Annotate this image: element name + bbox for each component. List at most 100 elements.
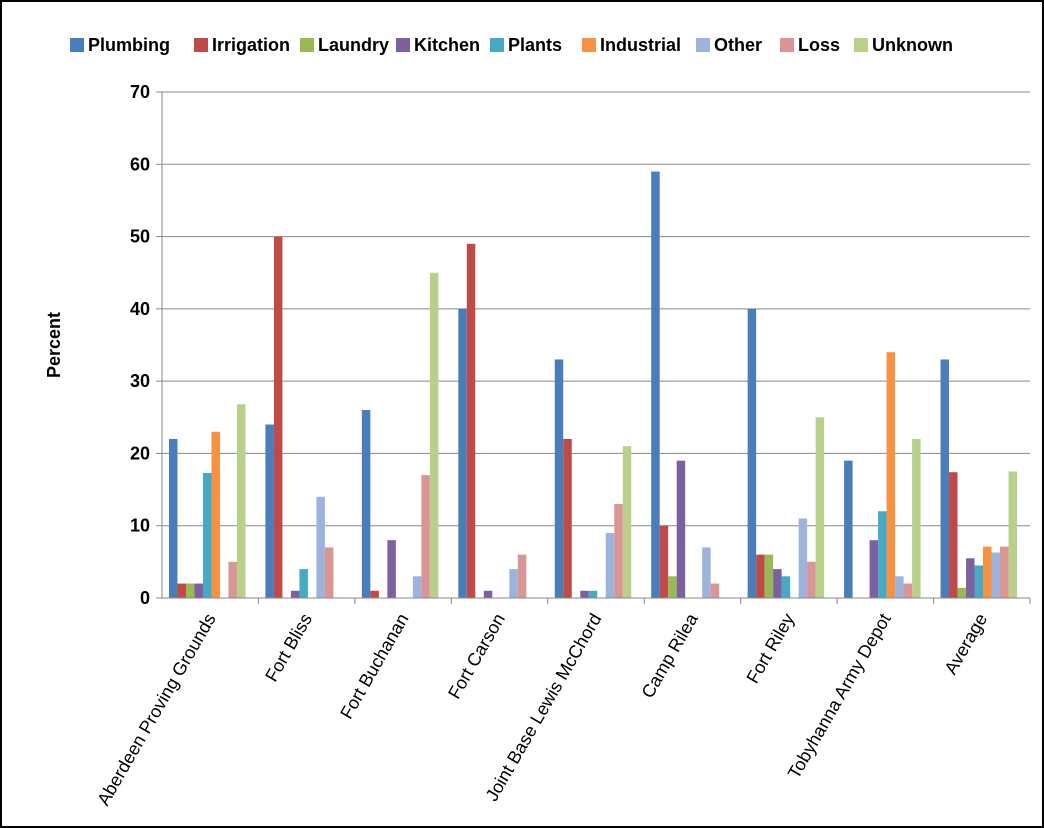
x-tick-label: Fort Buchanan <box>336 610 412 722</box>
bar-plumbing <box>844 460 853 598</box>
bar-industrial <box>983 546 992 598</box>
gridlines <box>162 91 1030 527</box>
legend-label-other: Other <box>714 35 762 55</box>
bar-loss <box>517 554 527 598</box>
bars <box>168 171 1018 599</box>
bar-plumbing <box>940 359 950 598</box>
bar-irrigation <box>949 472 958 598</box>
legend-swatch-plants <box>490 38 504 52</box>
bar-loss <box>710 583 720 598</box>
bar-plumbing <box>361 410 371 598</box>
bar-plumbing <box>554 359 564 598</box>
bar-other <box>991 552 1001 598</box>
legend-label-plants: Plants <box>508 35 562 55</box>
x-tick-label: Average <box>941 610 992 678</box>
bar-plants <box>588 590 598 598</box>
legend-swatch-laundry <box>300 38 314 52</box>
legend-swatch-industrial <box>582 38 596 52</box>
bar-loss <box>421 475 430 598</box>
bar-other <box>702 547 711 598</box>
legend-label-irrigation: Irrigation <box>212 35 290 55</box>
bar-other <box>895 576 904 598</box>
x-tick-label: Fort Bliss <box>261 610 316 685</box>
legend-swatch-irrigation <box>194 38 208 52</box>
bar-irrigation <box>659 525 669 598</box>
y-tick-label: 40 <box>130 299 150 319</box>
bar-kitchen <box>773 569 782 598</box>
x-tick-labels: Aberdeen Proving Grounds Fort Bliss Fort B… <box>93 609 991 809</box>
bar-unknown <box>815 417 825 598</box>
legend-swatch-unknown <box>854 38 868 52</box>
bar-plumbing <box>168 438 178 598</box>
y-tick-labels: 0 10 20 30 40 50 60 70 <box>130 82 150 608</box>
bar-other <box>798 518 808 598</box>
x-tick-label: Fort Riley <box>743 610 799 687</box>
y-tick-label: 70 <box>130 82 150 102</box>
bar-plants <box>299 569 308 598</box>
x-tick-label: Camp Rilea <box>638 609 703 701</box>
bar-other <box>316 496 325 598</box>
bar-loss <box>614 504 623 598</box>
y-tick-label: 10 <box>130 516 150 536</box>
bar-irrigation <box>563 438 572 598</box>
legend-swatch-kitchen <box>396 38 410 52</box>
bar-other <box>509 569 518 598</box>
bar-plants <box>878 511 887 598</box>
bar-plants <box>202 472 212 598</box>
legend-label-laundry: Laundry <box>318 35 389 55</box>
axes <box>156 91 1031 604</box>
bar-kitchen <box>290 590 300 598</box>
bar-plumbing <box>265 424 274 598</box>
legend: Plumbing Irrigation Laundry Kitchen Plants In… <box>70 35 953 55</box>
bar-other <box>412 576 422 598</box>
bar-laundry <box>668 576 677 598</box>
bar-loss <box>228 561 237 598</box>
bar-kitchen <box>580 590 589 598</box>
x-tick-label: Joint Base Lewis McChord <box>482 610 606 805</box>
x-tick-label: Aberdeen Proving Grounds <box>93 610 219 809</box>
bar-industrial <box>211 431 220 598</box>
legend-swatch-plumbing <box>70 38 84 52</box>
legend-label-industrial: Industrial <box>600 35 681 55</box>
bar-irrigation <box>756 554 765 598</box>
y-axis-title: Percent <box>44 312 64 378</box>
bar-plumbing <box>458 308 467 598</box>
bar-plants <box>974 565 984 598</box>
bar-laundry <box>764 554 774 598</box>
bar-unknown <box>1008 471 1018 598</box>
bar-kitchen <box>483 590 493 598</box>
bar-loss <box>1000 546 1009 598</box>
bar-laundry <box>957 587 967 598</box>
bar-kitchen <box>387 540 396 598</box>
y-tick-label: 30 <box>130 371 150 391</box>
bar-plumbing <box>747 308 757 598</box>
bar-plants <box>781 576 791 598</box>
bar-loss <box>903 583 913 598</box>
y-tick-label: 50 <box>130 227 150 247</box>
bar-unknown <box>429 272 439 598</box>
y-tick-label: 0 <box>140 588 150 608</box>
bar-irrigation <box>466 243 476 599</box>
bar-unknown <box>622 446 632 598</box>
bar-kitchen <box>869 540 879 598</box>
bar-other <box>605 532 615 598</box>
bar-kitchen <box>966 558 975 598</box>
bar-irrigation <box>177 583 186 598</box>
legend-label-kitchen: Kitchen <box>414 35 480 55</box>
bar-kitchen <box>194 583 203 598</box>
bar-plumbing <box>651 171 660 598</box>
bar-loss <box>807 561 816 598</box>
bar-loss <box>324 547 334 598</box>
legend-label-loss: Loss <box>798 35 840 55</box>
bar-kitchen <box>676 460 686 598</box>
legend-label-plumbing: Plumbing <box>88 35 170 55</box>
legend-swatch-other <box>696 38 710 52</box>
y-tick-label: 60 <box>130 154 150 174</box>
legend-label-unknown: Unknown <box>872 35 953 55</box>
bar-irrigation <box>370 590 379 598</box>
bar-laundry <box>185 583 195 598</box>
y-tick-label: 20 <box>130 443 150 463</box>
bar-irrigation <box>273 236 283 599</box>
